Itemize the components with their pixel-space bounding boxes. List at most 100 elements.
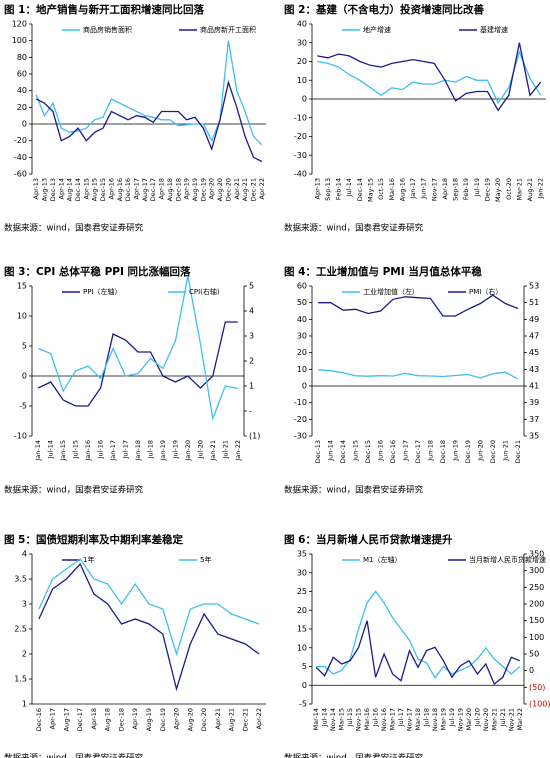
x-tick-label: Apr-14 [57,178,65,199]
series-line [35,40,263,146]
x-tick-label: Jan-16 [84,440,92,462]
legend-label: 商品房销售面积 [83,25,132,34]
x-tick-label: Aug-20 [186,708,194,731]
x-tick-label: Dec-21 [249,178,257,201]
y-tick-label: 1 [22,700,27,709]
y-tick-label: -5 [299,700,307,709]
y-tick-label: 10 [297,365,307,374]
y2-tick-label: 35 [529,432,539,441]
y-tick-label: 40 [297,315,307,324]
x-tick-label: Jul-14 [321,708,329,727]
x-tick-label: Mar-15 [338,708,346,730]
y-tick-label: 2 [22,650,27,659]
x-tick-label: Jun-17 [420,178,428,200]
y2-tick-label: 43 [529,365,539,374]
x-tick-label: Jun-19 [451,440,459,462]
series-line [37,275,238,421]
x-tick-label: Jul-14 [345,178,353,197]
x-tick-label: Mar-18 [414,708,422,730]
x-tick-label: Apr-13 [32,178,40,199]
x-tick-label: Nov-17 [430,178,438,201]
x-tick-label: Aug-21 [241,178,249,201]
legend-label: 商品房新开工面积 [200,25,256,34]
x-tick-label: Mar-14 [312,708,320,730]
x-tick-label: Nov-16 [380,708,388,731]
y-tick-label: -10 [294,398,307,407]
x-tick-label: Mar-21 [515,178,523,200]
x-tick-label: Aug-21 [526,178,534,201]
x-tick-label: Dec-15 [99,178,107,201]
x-tick-label: May-15 [367,178,375,202]
x-tick-label: Jun-15 [352,440,360,462]
x-tick-label: Dec-19 [199,178,207,201]
y2-tick-label: 2 [249,357,254,366]
x-tick-label: Jan-22 [234,440,242,462]
x-tick-label: Aug-15 [91,178,99,201]
x-tick-label: Apr-17 [132,178,140,199]
x-tick-label: Jan-15 [59,440,67,462]
x-tick-label: Dec-17 [76,708,84,731]
x-tick-label: Dec-18 [117,708,125,731]
x-tick-label: Dec-21 [514,440,522,463]
y2-tick-label: 49 [529,315,539,324]
x-tick-label: Dec-17 [414,440,422,463]
y-tick-label: 40 [297,20,307,29]
x-tick-label: Dec-18 [174,178,182,201]
y-tick-label: 0 [302,382,307,391]
series-line [316,590,521,679]
x-tick-label: Aug-17 [141,178,149,201]
source: 数据来源：wind，国泰君安证券研究 [4,223,144,234]
y-tick-label: 0 [302,681,307,690]
x-tick-label: Nov-20 [482,708,490,731]
x-tick-label: Dec-16 [124,178,132,201]
y-tick-label: 10 [297,643,307,652]
x-tick-label: Jul-17 [122,440,130,459]
x-tick-label: Jul-17 [397,708,405,727]
y-tick-label: 0 [22,120,27,129]
y2-tick-label: 200 [529,600,544,609]
y-tick-label: 0 [302,95,307,104]
y-tick-label: 80 [17,53,27,62]
x-tick-label: Mar-19 [439,708,447,730]
x-tick-label: Apr-21 [214,708,222,729]
x-tick-label: Dec-19 [159,708,167,731]
x-tick-label: Apr-16 [107,178,115,199]
y2-tick-label: (1) [249,432,260,441]
legend-label: PPI（左轴） [83,287,122,296]
y2-tick-label: 50 [529,650,539,659]
y-tick-label: 3 [22,600,27,609]
series-line [35,79,263,163]
x-tick-label: Jun-14 [327,440,335,462]
x-tick-label: Oct-15 [377,178,385,200]
y-tick-label: -20 [294,415,307,424]
x-tick-label: Nov-19 [456,708,464,731]
x-tick-label: Dec-19 [464,440,472,463]
x-tick-label: Apr-20 [208,178,216,199]
x-tick-label: Apr-22 [258,178,266,199]
x-tick-label: Aug-20 [216,178,224,201]
y2-tick-label: - [249,407,252,416]
legend-label: 工业增加值（左） [363,287,419,296]
y-tick-label: -40 [14,153,27,162]
y-tick-label: 60 [17,70,27,79]
x-tick-label: Apr-19 [183,178,191,199]
y-tick-label: -10 [294,113,307,122]
x-tick-label: Apr-21 [233,178,241,199]
y-tick-label: 60 [297,282,307,291]
x-tick-label: Feb-19 [462,178,470,200]
x-tick-label: Jan-19 [159,440,167,462]
legend-label: 当月新增人民币贷款增速 [469,555,546,564]
x-tick-label: Feb-14 [335,178,343,200]
x-tick-label: Jul-21 [499,708,507,727]
x-tick-label: Apr-17 [49,708,57,729]
x-tick-label: Jan-18 [134,440,142,462]
x-tick-label: Jul-16 [372,708,380,727]
y2-tick-label: 1 [249,382,254,391]
y-tick-label: 40 [17,86,27,95]
x-tick-label: Jul-15 [346,708,354,727]
y-tick-label: -20 [14,136,27,145]
legend-label: 地产增速 [363,25,391,34]
y2-tick-label: 250 [529,583,544,592]
x-tick-label: Mar-16 [363,708,371,730]
x-tick-label: Jul-19 [448,708,456,727]
